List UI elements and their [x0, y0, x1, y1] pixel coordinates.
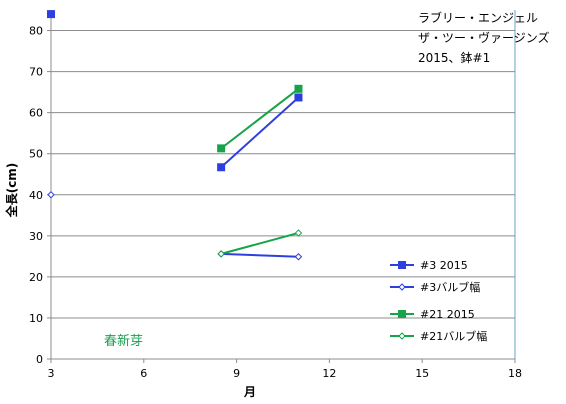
series--21- [217, 229, 303, 258]
data-point-square [217, 144, 226, 153]
x-tick-label: 3 [48, 367, 55, 380]
data-point-square [217, 163, 226, 172]
annotation-label: 春新芽 [104, 333, 143, 349]
data-point-diamond [217, 250, 225, 258]
y-tick-label: 50 [29, 148, 43, 161]
y-tick-label: 40 [29, 189, 43, 202]
x-axis-label: 月 [243, 385, 256, 399]
series-line [220, 96, 300, 168]
series--21-2015 [217, 84, 303, 153]
legend: #3 2015 #3バルブ幅 #21 2015 #21バルブ幅 [390, 259, 487, 343]
data-point-diamond [294, 229, 303, 237]
data-point-diamond [398, 332, 406, 340]
x-tick-label: 18 [508, 367, 522, 380]
series-group [47, 10, 303, 261]
plot-area [51, 10, 515, 359]
x-tick-label: 9 [233, 367, 240, 380]
data-point-square [398, 310, 406, 318]
y-tick-label: 80 [29, 25, 43, 38]
series--3-2015 [217, 93, 303, 172]
legend-label: #21 2015 [420, 308, 475, 321]
y-axis-label: 全長(cm) [4, 163, 19, 219]
x-tick-label: 6 [140, 367, 147, 380]
title-line: ラブリー・エンジェル [418, 10, 538, 25]
x-tick-labels: 3 6 9 12 15 18 [48, 367, 523, 380]
y-tick-labels: 0 10 20 30 40 50 60 70 80 [29, 25, 43, 366]
data-point-diamond [47, 191, 55, 199]
y-tick-label: 70 [29, 66, 43, 79]
y-tick-label: 0 [36, 353, 43, 366]
y-tick-label: 30 [29, 230, 43, 243]
series-line [221, 252, 299, 258]
legend-label: #3 2015 [420, 259, 468, 272]
series-line [220, 88, 300, 150]
title-line: 2015、鉢#1 [418, 51, 490, 65]
data-point-diamond [398, 283, 406, 291]
data-point-diamond [294, 253, 303, 261]
axes [47, 10, 516, 363]
x-tick-label: 12 [322, 367, 336, 380]
y-tick-label: 20 [29, 271, 43, 284]
data-point-square [47, 10, 55, 19]
y-tick-label: 60 [29, 107, 43, 120]
x-tick-label: 15 [415, 367, 429, 380]
y-tick-label: 10 [29, 312, 43, 325]
data-point-square [294, 84, 303, 93]
data-point-square [294, 93, 303, 102]
title-line: ザ・ツー・ヴァージンズ [418, 30, 550, 45]
series-line [220, 231, 299, 255]
data-point-square [398, 261, 406, 269]
legend-label: #3バルブ幅 [420, 280, 480, 294]
legend-label: #21バルブ幅 [420, 329, 487, 343]
